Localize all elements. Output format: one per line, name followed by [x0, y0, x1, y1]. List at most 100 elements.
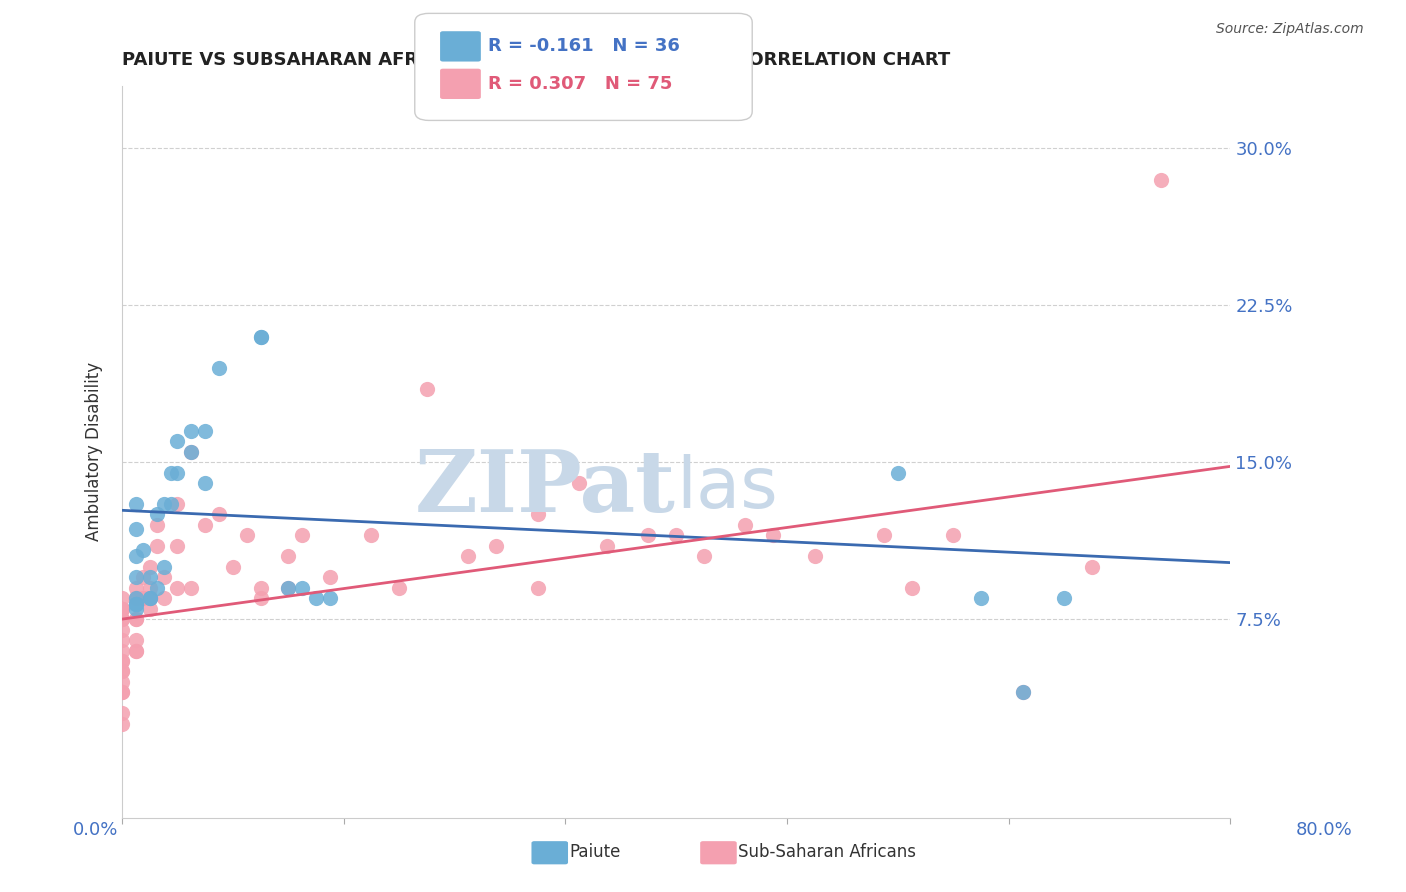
Point	[111, 716, 134, 731]
Point	[132, 543, 155, 558]
Point	[111, 674, 134, 689]
Point	[125, 570, 148, 584]
Point	[1011, 685, 1033, 699]
Point	[180, 581, 202, 595]
Text: PAIUTE VS SUBSAHARAN AFRICAN AMBULATORY DISABILITY CORRELATION CHART: PAIUTE VS SUBSAHARAN AFRICAN AMBULATORY …	[122, 51, 950, 69]
Point	[132, 591, 155, 606]
Point	[145, 581, 167, 595]
Point	[526, 508, 548, 522]
Point	[526, 581, 548, 595]
Point	[319, 570, 342, 584]
Point	[194, 476, 217, 491]
Point	[180, 444, 202, 458]
Point	[388, 581, 411, 595]
Text: Paiute: Paiute	[569, 843, 621, 861]
Y-axis label: Ambulatory Disability: Ambulatory Disability	[86, 362, 103, 541]
Point	[125, 591, 148, 606]
Point	[1011, 685, 1033, 699]
Text: las: las	[676, 454, 778, 523]
Point	[139, 559, 162, 574]
Point	[166, 466, 188, 480]
Point	[319, 591, 342, 606]
Point	[180, 424, 202, 438]
Point	[111, 685, 134, 699]
Point	[1081, 559, 1104, 574]
Point	[111, 623, 134, 637]
Point	[762, 528, 785, 542]
Text: Source: ZipAtlas.com: Source: ZipAtlas.com	[1216, 22, 1364, 37]
Point	[249, 329, 271, 343]
Point	[734, 518, 756, 533]
Point	[194, 518, 217, 533]
Point	[152, 497, 174, 511]
Point	[125, 633, 148, 648]
Text: Sub-Saharan Africans: Sub-Saharan Africans	[738, 843, 917, 861]
Point	[139, 591, 162, 606]
Point	[111, 612, 134, 626]
Point	[152, 559, 174, 574]
Point	[166, 539, 188, 553]
Point	[111, 591, 134, 606]
Point	[145, 539, 167, 553]
Point	[111, 601, 134, 615]
Point	[277, 581, 299, 595]
Point	[208, 361, 231, 376]
Text: R = 0.307   N = 75: R = 0.307 N = 75	[488, 75, 672, 93]
Point	[111, 643, 134, 657]
Point	[139, 581, 162, 595]
Point	[111, 685, 134, 699]
Point	[568, 476, 591, 491]
Point	[485, 539, 508, 553]
Point	[803, 549, 825, 564]
Point	[277, 581, 299, 595]
Point	[291, 528, 314, 542]
Point	[111, 654, 134, 668]
Point	[111, 665, 134, 679]
Point	[873, 528, 896, 542]
Point	[139, 601, 162, 615]
Point	[166, 434, 188, 449]
Point	[360, 528, 382, 542]
Point	[125, 612, 148, 626]
Point	[159, 497, 181, 511]
Text: 0.0%: 0.0%	[73, 821, 118, 838]
Point	[111, 601, 134, 615]
Point	[152, 570, 174, 584]
Point	[457, 549, 479, 564]
Point	[249, 581, 271, 595]
Point	[416, 382, 439, 396]
Point	[111, 665, 134, 679]
Point	[139, 591, 162, 606]
Point	[139, 570, 162, 584]
Point	[942, 528, 965, 542]
Point	[152, 591, 174, 606]
Point	[125, 643, 148, 657]
Point	[111, 633, 134, 648]
Point	[125, 643, 148, 657]
Point	[249, 329, 271, 343]
Point	[111, 612, 134, 626]
Point	[125, 581, 148, 595]
Text: 80.0%: 80.0%	[1296, 821, 1353, 838]
Point	[125, 601, 148, 615]
Point	[235, 528, 257, 542]
Point	[900, 581, 922, 595]
Point	[145, 518, 167, 533]
Point	[166, 497, 188, 511]
Point	[1150, 172, 1173, 186]
Point	[277, 549, 299, 564]
Point	[1053, 591, 1076, 606]
Point	[596, 539, 619, 553]
Point	[180, 444, 202, 458]
Point	[125, 591, 148, 606]
Point	[125, 497, 148, 511]
Point	[125, 549, 148, 564]
Point	[208, 508, 231, 522]
Point	[139, 591, 162, 606]
Point	[125, 598, 148, 612]
Point	[145, 508, 167, 522]
Point	[194, 424, 217, 438]
Point	[693, 549, 716, 564]
Point	[222, 559, 245, 574]
Text: R = -0.161   N = 36: R = -0.161 N = 36	[488, 37, 679, 55]
